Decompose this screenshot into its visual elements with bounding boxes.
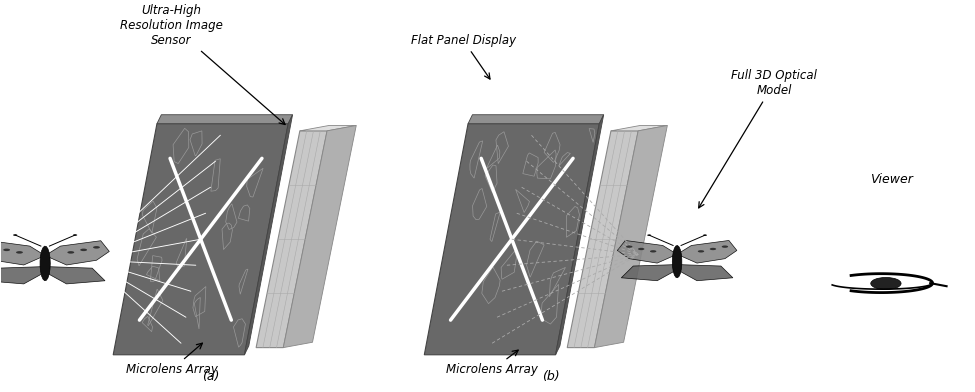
Polygon shape	[611, 125, 667, 131]
Polygon shape	[0, 267, 45, 284]
Polygon shape	[567, 131, 639, 348]
Circle shape	[73, 234, 77, 236]
Circle shape	[13, 234, 18, 236]
Circle shape	[16, 251, 22, 254]
Text: Microlens Array: Microlens Array	[447, 350, 538, 376]
Polygon shape	[677, 265, 733, 281]
Polygon shape	[673, 245, 682, 278]
Polygon shape	[556, 115, 604, 355]
Polygon shape	[0, 241, 45, 265]
Circle shape	[80, 249, 87, 251]
Circle shape	[93, 246, 99, 249]
Circle shape	[647, 234, 651, 236]
Circle shape	[67, 251, 74, 254]
Polygon shape	[157, 115, 292, 124]
Polygon shape	[113, 124, 289, 355]
Text: (b): (b)	[542, 370, 560, 383]
Text: Microlens Array: Microlens Array	[126, 343, 217, 376]
Polygon shape	[424, 124, 600, 355]
Polygon shape	[677, 240, 737, 263]
Circle shape	[703, 234, 707, 236]
Polygon shape	[45, 267, 105, 284]
Polygon shape	[45, 241, 109, 265]
Text: Full 3D Optical
Model: Full 3D Optical Model	[699, 69, 817, 208]
Polygon shape	[595, 125, 667, 348]
Polygon shape	[40, 246, 51, 281]
Text: Viewer: Viewer	[870, 173, 913, 186]
Circle shape	[638, 248, 644, 250]
Circle shape	[710, 248, 717, 250]
Polygon shape	[256, 131, 327, 348]
Circle shape	[650, 250, 656, 252]
Text: (a): (a)	[202, 370, 219, 383]
Polygon shape	[284, 125, 356, 348]
Polygon shape	[621, 265, 677, 281]
Text: Flat Panel Display: Flat Panel Display	[410, 34, 516, 79]
Polygon shape	[833, 274, 932, 292]
Circle shape	[722, 245, 728, 248]
Circle shape	[626, 245, 633, 248]
Polygon shape	[245, 115, 292, 355]
Ellipse shape	[871, 278, 901, 289]
Text: Ultra-High
Resolution Image
Sensor: Ultra-High Resolution Image Sensor	[120, 4, 285, 125]
Circle shape	[698, 250, 704, 252]
Polygon shape	[617, 240, 677, 263]
Circle shape	[3, 249, 10, 251]
Polygon shape	[300, 125, 356, 131]
Polygon shape	[468, 115, 604, 124]
